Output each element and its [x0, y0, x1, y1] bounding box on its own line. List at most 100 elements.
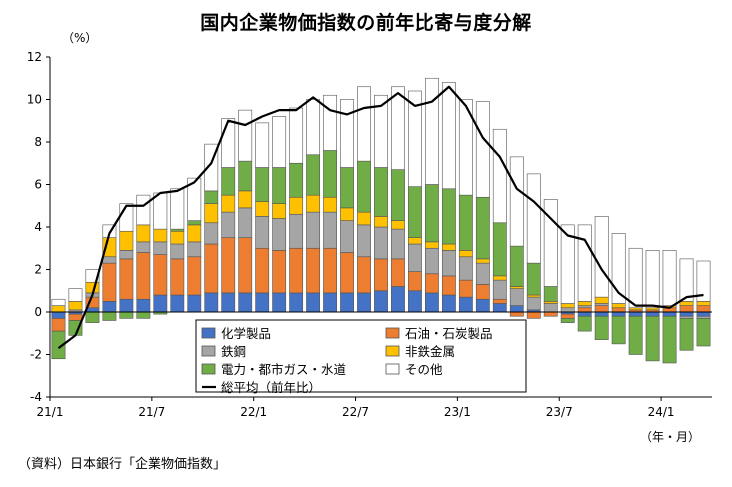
bar-segment-1-26 — [492, 298, 507, 304]
bar-segment-1-11 — [238, 237, 253, 294]
bar-segment-0-34 — [628, 311, 643, 317]
bar-segment-3-32 — [594, 296, 609, 304]
bar-segment-2-14 — [289, 213, 304, 249]
bar-segment-4-4 — [119, 311, 134, 319]
bar-segment-5-38 — [696, 260, 711, 302]
bar-segment-3-13 — [272, 203, 287, 219]
bar-segment-4-29 — [543, 286, 558, 302]
bar-segment-4-12 — [255, 167, 270, 202]
bar-segment-4-21 — [408, 186, 422, 238]
bar-segment-5-24 — [458, 99, 473, 196]
bar-segment-0-38 — [696, 311, 711, 317]
bar-segment-0-37 — [679, 311, 694, 317]
bar-segment-5-17 — [340, 99, 354, 168]
bar-segment-5-10 — [221, 118, 236, 168]
bar-segment-1-4 — [119, 258, 134, 300]
bar-segment-1-15 — [306, 247, 321, 294]
bar-segment-1-9 — [204, 243, 219, 294]
bar-segment-2-29 — [543, 303, 558, 313]
bar-segment-4-24 — [458, 194, 473, 251]
bar-segment-2-28 — [526, 296, 541, 311]
legend-label-4: 電力・都市ガス・水道 — [221, 362, 347, 377]
bar-segment-5-27 — [509, 156, 524, 247]
bar-segment-4-37 — [679, 318, 694, 351]
bar-segment-3-28 — [526, 294, 541, 298]
bar-segment-5-32 — [594, 216, 609, 298]
legend-label-1: 石油・石炭製品 — [405, 326, 493, 341]
bar-segment-4-19 — [374, 167, 388, 217]
line-total-average — [57, 85, 704, 350]
bar-segment-3-26 — [492, 275, 507, 281]
bar-segment-1-8 — [187, 256, 202, 296]
bar-segment-0-3 — [102, 301, 117, 313]
bar-segment-3-10 — [221, 194, 236, 213]
bar-segment-5-33 — [611, 233, 626, 304]
bar-segment-5-5 — [136, 194, 151, 226]
bar-segment-1-5 — [136, 252, 151, 300]
bar-segment-5-28 — [526, 173, 541, 264]
bar-segment-4-5 — [136, 311, 151, 319]
bar-segment-1-6 — [153, 254, 168, 296]
bar-segment-2-24 — [458, 256, 473, 281]
bar-segment-4-33 — [611, 315, 626, 345]
legend-label-3: 非鉄金属 — [405, 344, 455, 359]
y-tick-label: 6 — [34, 178, 42, 192]
bar-segment-0-32 — [594, 311, 609, 317]
bar-segment-1-22 — [424, 273, 439, 294]
bar-segment-3-0 — [51, 305, 66, 313]
legend-label-0: 化学製品 — [221, 326, 271, 341]
x-tick-label: 22/7 — [342, 405, 369, 419]
bar-segment-4-35 — [645, 315, 660, 362]
bar-segment-0-20 — [391, 286, 405, 313]
x-tick-label: 21/1 — [37, 405, 64, 419]
bar-segment-5-1 — [68, 288, 83, 302]
bar-segment-1-30 — [560, 313, 575, 319]
bar-segment-3-20 — [391, 220, 405, 230]
x-tick-label: 23/7 — [546, 405, 573, 419]
y-tick-label: -2 — [30, 348, 42, 362]
bar-segment-1-31 — [577, 307, 592, 313]
bar-segment-4-9 — [204, 190, 219, 204]
y-tick-label: 12 — [27, 50, 42, 64]
bar-segment-2-26 — [492, 279, 507, 300]
bar-segment-5-37 — [679, 258, 694, 302]
bar-segment-0-11 — [238, 292, 253, 313]
bar-segment-2-17 — [340, 220, 354, 253]
bar-segment-3-18 — [357, 211, 371, 226]
y-tick-label: 2 — [34, 263, 42, 277]
bar-segment-4-30 — [560, 318, 575, 323]
legend-swatch-0 — [201, 327, 216, 339]
bar-segment-0-26 — [492, 303, 507, 313]
bar-segment-0-8 — [187, 294, 202, 313]
bar-segment-2-15 — [306, 211, 321, 249]
chart-title: 国内企業物価指数の前年比寄与度分解 — [200, 12, 532, 34]
bar-segment-2-23 — [441, 250, 456, 277]
bar-segment-3-4 — [119, 230, 134, 251]
bar-segment-2-8 — [187, 241, 202, 258]
bar-segment-3-23 — [441, 243, 456, 251]
bar-segment-5-11 — [238, 109, 253, 162]
bar-segment-4-34 — [628, 315, 643, 355]
bar-segment-2-10 — [221, 211, 236, 238]
legend-swatch-3 — [385, 345, 400, 357]
bar-segment-4-14 — [289, 162, 304, 198]
bar-segment-0-25 — [475, 298, 490, 313]
bar-segment-2-38 — [696, 315, 711, 319]
x-axis-unit-label: （年・月） — [640, 430, 700, 444]
bar-segment-4-38 — [696, 318, 711, 347]
bar-segment-2-13 — [272, 218, 287, 251]
bar-segment-1-14 — [289, 247, 304, 294]
bar-segment-3-38 — [696, 301, 711, 306]
legend-label-line: 総平均（前年比） — [221, 380, 321, 395]
bar-segment-3-8 — [187, 224, 202, 243]
bar-segment-3-22 — [424, 241, 439, 249]
bar-segment-5-12 — [255, 122, 270, 168]
y-tick-label: 10 — [27, 93, 42, 107]
bar-segment-3-9 — [204, 203, 219, 224]
bar-segment-3-21 — [408, 237, 422, 245]
bar-segment-3-29 — [543, 301, 558, 304]
bar-segment-2-18 — [357, 224, 371, 258]
bar-segment-4-17 — [340, 167, 354, 209]
